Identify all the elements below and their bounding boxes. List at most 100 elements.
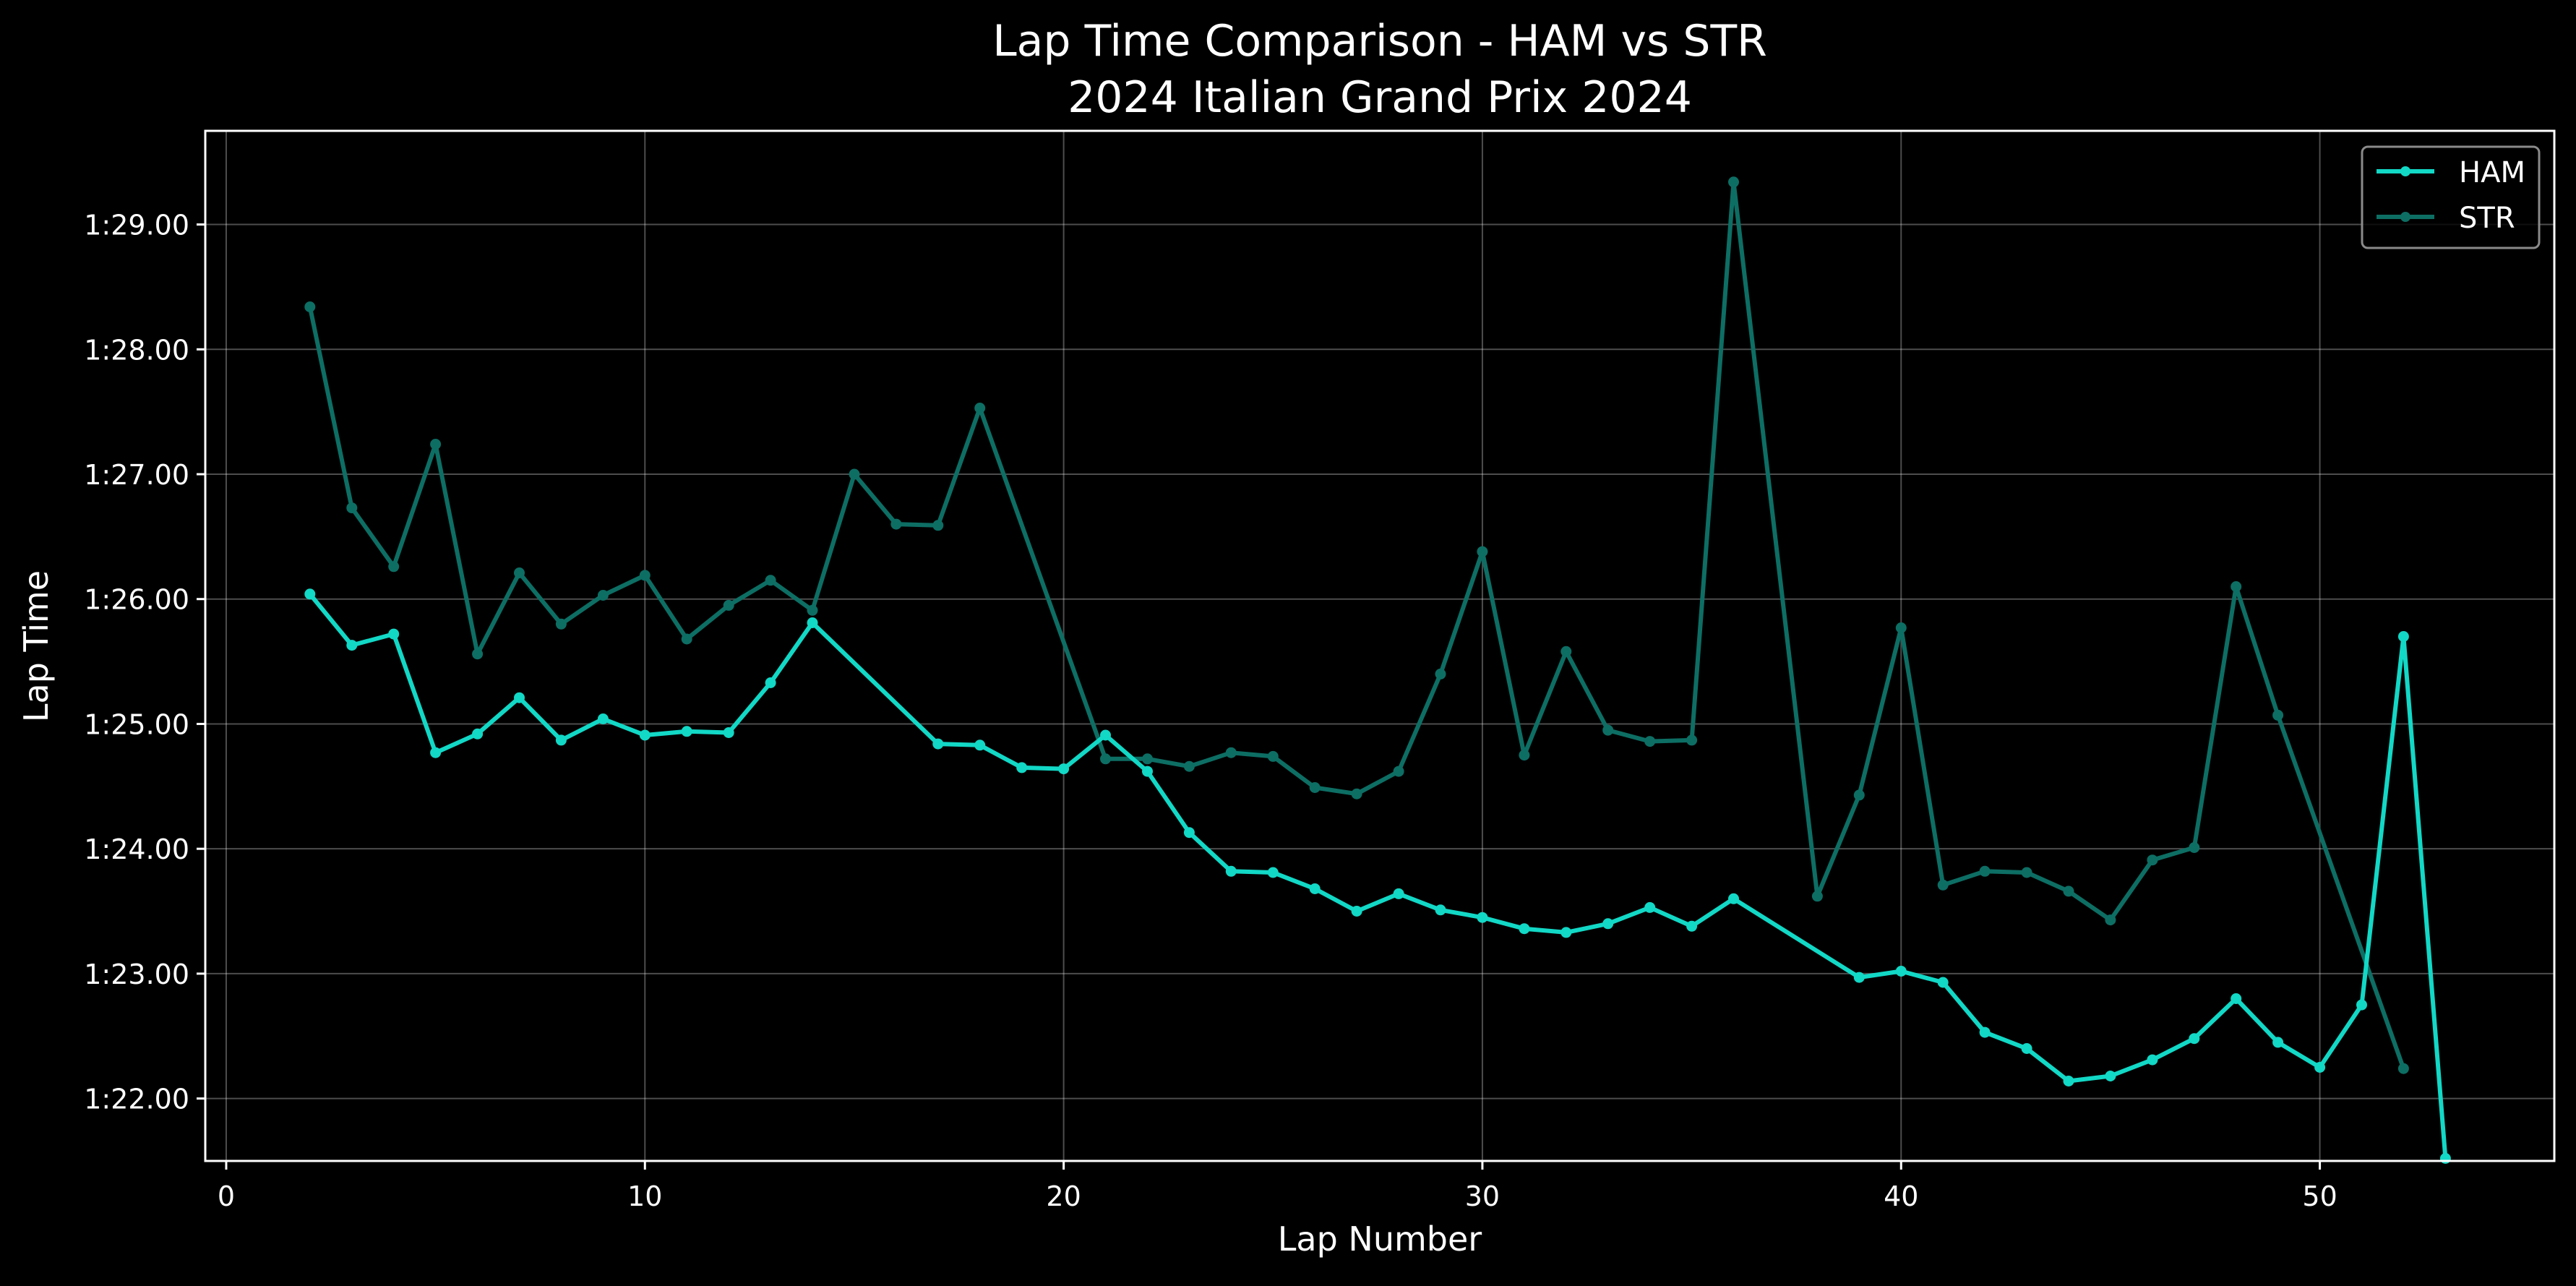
x-tick-label: 40	[1884, 1180, 1918, 1212]
data-point-str	[304, 301, 316, 312]
y-tick-label: 1:25.00	[84, 708, 189, 740]
data-point-str	[472, 648, 484, 660]
data-point-ham	[765, 677, 776, 688]
data-point-ham	[2147, 1054, 2158, 1066]
data-point-ham	[1644, 901, 1656, 913]
data-point-str	[765, 575, 776, 586]
data-point-ham	[514, 692, 525, 703]
data-point-str	[1686, 734, 1698, 746]
data-point-ham	[2189, 1033, 2200, 1045]
data-point-str	[1225, 747, 1237, 758]
data-point-str	[1937, 879, 1949, 891]
data-point-str	[2105, 914, 2116, 926]
x-tick-label: 20	[1046, 1180, 1081, 1212]
data-point-str	[2063, 886, 2074, 897]
data-point-ham	[1686, 920, 1698, 932]
x-tick-label: 50	[2302, 1180, 2337, 1212]
data-point-ham	[1393, 888, 1404, 899]
y-axis-label: Lap Time	[17, 570, 56, 722]
data-point-str	[1979, 865, 1991, 877]
data-point-str	[430, 439, 442, 450]
data-point-str	[1519, 750, 1530, 761]
data-point-str	[1853, 789, 1865, 801]
data-point-ham	[304, 588, 316, 600]
data-point-str	[1393, 766, 1404, 777]
y-tick-label: 1:24.00	[84, 833, 189, 865]
series-line-str	[307, 179, 2406, 1070]
data-point-str	[555, 618, 567, 630]
data-point-str	[1477, 546, 1488, 557]
data-point-ham	[555, 734, 567, 746]
chart-subtitle: 2024 Italian Grand Prix 2024	[1068, 72, 1692, 123]
data-point-ham	[1937, 977, 1949, 988]
data-point-str	[932, 520, 944, 531]
data-point-ham	[2356, 999, 2367, 1011]
y-axis-ticks: 1:22.00 1:23.00 1:24.00 1:25.00 1:26.00 1:27.…	[84, 210, 205, 1115]
legend-label-str: STR	[2459, 202, 2515, 235]
data-point-ham	[2397, 631, 2409, 642]
y-tick-label: 1:28.00	[84, 334, 189, 366]
data-point-str	[1602, 724, 1614, 736]
data-point-str	[2189, 842, 2200, 853]
data-point-ham	[1100, 729, 1111, 741]
data-point-str	[1142, 753, 1153, 765]
data-point-ham	[974, 740, 986, 751]
data-point-str	[2231, 581, 2242, 592]
data-point-ham	[723, 727, 734, 738]
x-tick-label: 0	[218, 1180, 235, 1212]
data-point-str	[890, 518, 902, 530]
data-point-str	[2272, 709, 2284, 721]
data-point-ham	[1058, 763, 1070, 775]
data-point-str	[346, 502, 358, 514]
y-tick-label: 1:29.00	[84, 210, 189, 241]
x-tick-label: 10	[627, 1180, 662, 1212]
data-point-str	[974, 403, 986, 413]
data-point-str	[388, 561, 400, 573]
data-point-str	[1351, 788, 1362, 800]
data-point-str	[2397, 1063, 2409, 1074]
data-point-ham	[1560, 927, 1572, 938]
data-point-ham	[932, 738, 944, 750]
data-point-str	[807, 604, 818, 616]
data-point-ham	[1895, 966, 1907, 977]
series-line-ham	[308, 592, 2448, 1159]
plot-frame	[204, 129, 2556, 1162]
legend-label-ham: HAM	[2459, 156, 2525, 189]
data-point-str	[1644, 736, 1656, 747]
data-point-ham	[639, 729, 651, 741]
data-point-ham	[472, 728, 484, 740]
data-point-ham	[2021, 1043, 2032, 1054]
data-point-ham	[346, 640, 358, 651]
data-point-str	[1309, 782, 1321, 793]
x-tick-label: 30	[1465, 1180, 1500, 1212]
data-point-ham	[1853, 972, 1865, 983]
data-point-ham	[2105, 1071, 2116, 1081]
data-point-ham	[1142, 766, 1153, 777]
data-point-ham	[1267, 867, 1279, 878]
data-point-ham	[2439, 1153, 2451, 1164]
data-point-str	[597, 590, 609, 601]
data-point-ham	[1351, 906, 1362, 917]
data-point-ham	[1016, 762, 1028, 773]
data-point-ham	[2231, 993, 2242, 1004]
data-point-ham	[807, 617, 818, 628]
data-point-str	[2147, 854, 2158, 866]
data-point-ham	[1602, 918, 1614, 930]
y-tick-label: 1:23.00	[84, 959, 189, 990]
data-point-str	[1895, 622, 1907, 633]
data-point-str	[849, 468, 860, 480]
data-point-str	[1183, 760, 1195, 772]
y-tick-label: 1:27.00	[84, 459, 189, 491]
data-point-ham	[1477, 912, 1488, 923]
data-point-str	[639, 570, 651, 581]
series-layer	[304, 176, 2451, 1164]
data-point-ham	[388, 628, 400, 640]
data-point-str	[514, 567, 525, 578]
series-str	[304, 176, 2409, 1074]
data-point-ham	[1225, 865, 1237, 877]
data-point-ham	[1183, 827, 1195, 839]
data-point-str	[1435, 668, 1446, 680]
data-point-ham	[2314, 1062, 2326, 1073]
